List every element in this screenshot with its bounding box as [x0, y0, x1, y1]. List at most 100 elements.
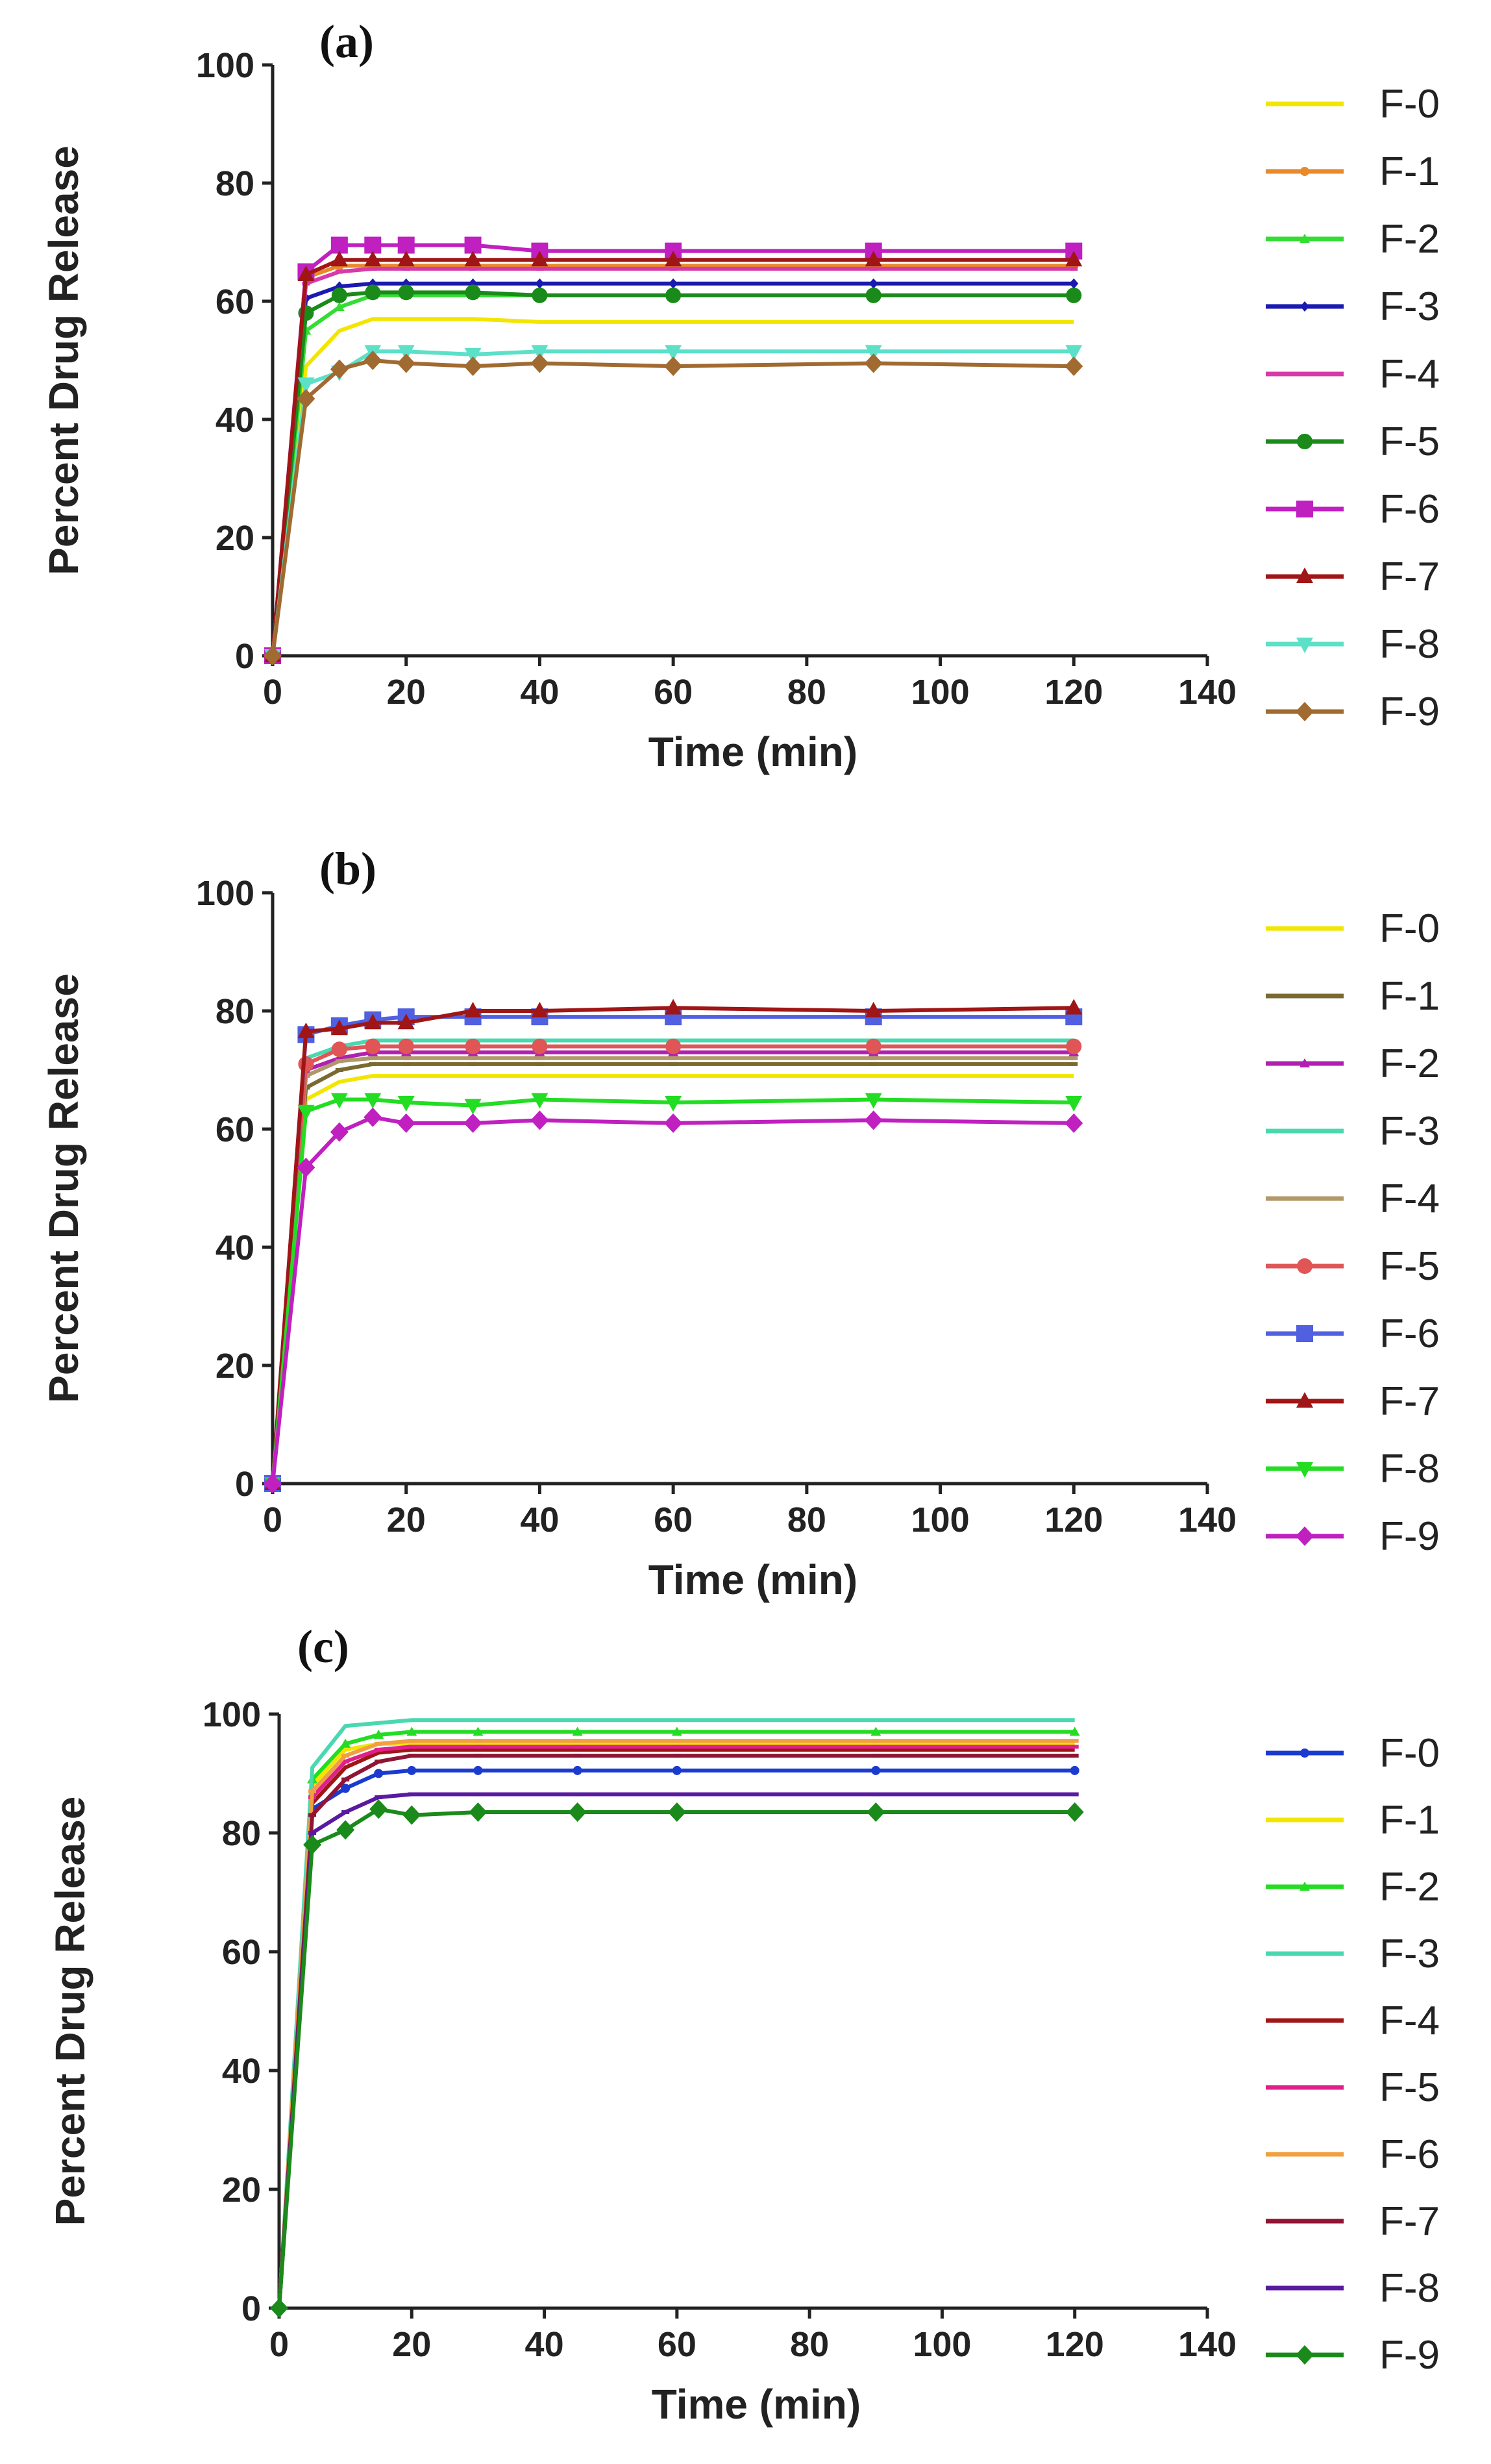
series-F-3	[271, 1038, 1074, 1484]
data-point	[665, 1096, 682, 1112]
data-point	[375, 1741, 383, 1746]
legend-label: F-2	[1379, 217, 1440, 262]
data-point	[536, 1056, 544, 1060]
data-point	[1070, 1765, 1079, 1775]
legend-marker	[1300, 1058, 1310, 1067]
data-point	[865, 1002, 882, 1017]
data-point	[364, 1107, 382, 1127]
series-line	[271, 349, 1074, 656]
data-point	[573, 1754, 582, 1758]
data-point	[872, 1739, 880, 1743]
data-point	[364, 236, 382, 254]
legend-marker	[1301, 372, 1309, 376]
series-line	[271, 1074, 1074, 1484]
series-F-9	[264, 1107, 1083, 1493]
legend-label: F-6	[1379, 1312, 1440, 1356]
x-axis-title: Time (min)	[648, 728, 857, 775]
data-point	[869, 278, 878, 289]
data-point	[463, 1113, 482, 1133]
data-point	[568, 1802, 587, 1822]
data-point	[865, 1038, 881, 1054]
data-point	[402, 1062, 410, 1066]
data-point	[465, 1038, 481, 1054]
data-point	[402, 1056, 410, 1060]
data-point	[297, 1104, 315, 1121]
legend-label: F-3	[1379, 1932, 1440, 1976]
legend-entry: F-2	[1266, 1865, 1440, 1910]
x-axis-title: Time (min)	[648, 1556, 857, 1603]
y-tick-label: 20	[222, 2171, 261, 2209]
x-tick-label: 140	[1178, 673, 1237, 712]
series-F-8	[264, 1093, 1083, 1493]
legend-marker	[1296, 501, 1313, 517]
panel-label: (a)	[319, 16, 374, 68]
data-point	[473, 1726, 484, 1736]
series-F-0	[271, 317, 1074, 656]
data-point	[667, 1802, 686, 1822]
legend-entry: F-6	[1266, 1312, 1440, 1356]
data-point	[869, 266, 878, 271]
legend-entry: F-3	[1266, 284, 1440, 329]
data-point	[531, 1002, 548, 1017]
series-line	[271, 1038, 1074, 1484]
data-point	[397, 236, 415, 254]
data-point	[341, 1810, 350, 1814]
legend-label: F-3	[1379, 1109, 1440, 1154]
legend-label: F-5	[1379, 2065, 1440, 2110]
data-point	[865, 345, 882, 361]
data-point	[1065, 1096, 1083, 1112]
legend-entry: F-4	[1266, 1998, 1440, 2043]
data-point	[872, 1792, 880, 1797]
data-point	[531, 345, 548, 361]
series-line	[271, 281, 1074, 656]
legend-marker	[1301, 2286, 1309, 2290]
data-point	[464, 1002, 482, 1017]
legend-label: F-1	[1379, 974, 1440, 1019]
data-point	[297, 266, 315, 282]
data-point	[334, 302, 345, 312]
data-point	[1065, 251, 1083, 267]
legend-label: F-5	[1379, 419, 1440, 464]
data-point	[665, 1038, 682, 1054]
data-point	[469, 1056, 477, 1060]
data-point	[464, 236, 482, 254]
data-point	[465, 284, 481, 301]
series-line	[271, 264, 1074, 656]
data-point	[330, 1122, 349, 1142]
data-point	[330, 1019, 348, 1036]
data-point	[397, 345, 415, 361]
series-line	[271, 1062, 1074, 1484]
series-F-9	[270, 1799, 1084, 2318]
data-point	[308, 1789, 317, 1793]
series-line	[277, 1747, 1075, 2309]
data-point	[402, 266, 410, 271]
x-tick-label: 60	[654, 1500, 693, 1539]
data-point	[665, 345, 682, 361]
legend-label: F-9	[1379, 1514, 1440, 1559]
data-point	[397, 353, 415, 373]
data-point	[1066, 1038, 1082, 1054]
series-line	[277, 1739, 1075, 2309]
data-point	[464, 347, 482, 364]
data-point	[530, 1110, 549, 1130]
x-tick-label: 120	[1044, 1500, 1103, 1539]
data-point	[572, 1726, 583, 1736]
legend-marker	[1296, 1392, 1313, 1408]
legend-entry: F-0	[1266, 82, 1440, 127]
legend-marker	[1296, 2345, 1314, 2365]
series-line	[271, 1015, 1074, 1484]
data-point	[373, 1730, 384, 1739]
data-point	[867, 1802, 885, 1822]
series-line	[277, 1730, 1075, 2309]
y-axis-title: Percent Drug Release	[47, 1797, 93, 2226]
x-tick-label: 40	[520, 673, 559, 712]
series-F-8	[275, 1792, 1079, 2310]
series-F-4	[269, 266, 1078, 658]
y-tick-label: 80	[216, 164, 254, 203]
data-point	[341, 1777, 350, 1782]
legend-entry: F-5	[1266, 419, 1440, 464]
x-axis-title: Time (min)	[652, 2381, 861, 2428]
series-F-2	[267, 1047, 1079, 1487]
legend-entry: F-9	[1266, 690, 1440, 734]
legend-entry: F-1	[1266, 149, 1440, 194]
